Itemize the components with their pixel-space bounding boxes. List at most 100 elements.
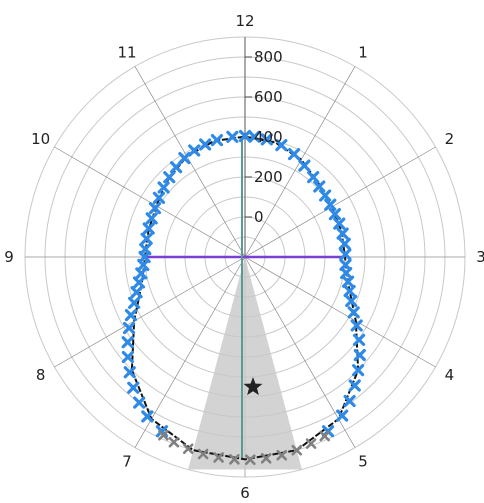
data-point bbox=[238, 129, 252, 143]
marker-stroke bbox=[347, 306, 360, 319]
sector-data-point bbox=[276, 449, 288, 461]
data-point bbox=[348, 379, 361, 392]
guide-lines-group bbox=[145, 137, 345, 458]
marker-stroke bbox=[142, 222, 155, 235]
data-point bbox=[188, 144, 201, 157]
data-point bbox=[260, 133, 273, 146]
marker-stroke bbox=[155, 425, 169, 438]
data-point bbox=[338, 237, 351, 250]
marker-stroke bbox=[291, 444, 303, 456]
grid-spoke bbox=[54, 146, 246, 258]
marker-stroke bbox=[226, 130, 239, 143]
sector-data-point bbox=[305, 438, 317, 449]
data-point bbox=[130, 286, 143, 299]
clock-label-10: 10 bbox=[31, 130, 50, 148]
clock-label-7: 7 bbox=[122, 452, 132, 470]
data-point bbox=[347, 306, 360, 319]
marker-stroke bbox=[343, 284, 356, 298]
data-point bbox=[128, 296, 141, 310]
sector-data-point bbox=[319, 430, 331, 442]
marker-stroke bbox=[338, 237, 351, 250]
marker-stroke bbox=[276, 449, 288, 461]
marker-stroke bbox=[353, 348, 366, 362]
star-group bbox=[243, 377, 263, 396]
data-point bbox=[350, 319, 363, 332]
clock-label-8: 8 bbox=[36, 366, 46, 384]
marker-stroke bbox=[307, 171, 320, 184]
clock-label-4: 4 bbox=[445, 366, 455, 384]
marker-stroke bbox=[260, 133, 273, 146]
marker-stroke bbox=[229, 454, 240, 465]
marker-stroke bbox=[319, 189, 332, 202]
data-point bbox=[121, 336, 134, 349]
sector-data-point bbox=[213, 452, 224, 463]
marker-stroke bbox=[350, 319, 363, 332]
clock-label-11: 11 bbox=[117, 44, 136, 62]
marker-stroke bbox=[336, 227, 349, 240]
data-point bbox=[178, 151, 191, 165]
data-point bbox=[287, 148, 301, 161]
clock-label-12: 12 bbox=[235, 12, 254, 30]
sector-data-point bbox=[245, 454, 256, 466]
data-point bbox=[142, 222, 155, 235]
clock-label-5: 5 bbox=[358, 452, 368, 470]
radial-tick-label: 400 bbox=[254, 128, 283, 146]
grid-spoke bbox=[244, 256, 436, 368]
marker-stroke bbox=[348, 379, 361, 392]
marker-stroke bbox=[130, 286, 143, 299]
marker-stroke bbox=[328, 208, 341, 221]
data-point bbox=[127, 381, 140, 394]
sector-data-point bbox=[229, 454, 240, 465]
sector-group bbox=[188, 257, 302, 470]
marker-stroke bbox=[137, 258, 150, 272]
data-point bbox=[343, 284, 356, 298]
points-group bbox=[121, 129, 366, 438]
marker-stroke bbox=[341, 275, 355, 288]
sector-data-point bbox=[182, 443, 194, 455]
marker-stroke bbox=[248, 130, 261, 143]
marker-stroke bbox=[260, 452, 272, 464]
data-point bbox=[122, 321, 136, 335]
data-point bbox=[132, 276, 146, 289]
fit-curve-group bbox=[130, 135, 360, 461]
grid-spoke bbox=[244, 256, 356, 448]
sector-data-point bbox=[158, 429, 169, 441]
data-point bbox=[140, 232, 153, 245]
marker-stroke bbox=[157, 181, 170, 194]
data-point bbox=[152, 191, 166, 204]
star-marker bbox=[243, 377, 263, 396]
marker-stroke bbox=[145, 212, 158, 225]
marker-stroke bbox=[135, 267, 148, 280]
data-point bbox=[336, 227, 349, 240]
marker-stroke bbox=[127, 381, 140, 394]
clock-label-3: 3 bbox=[476, 248, 484, 266]
data-point bbox=[352, 364, 365, 377]
marker-stroke bbox=[188, 144, 201, 157]
radial-tick-label: 800 bbox=[254, 48, 283, 66]
sector-data-point bbox=[291, 444, 303, 456]
data-point bbox=[148, 202, 162, 215]
marker-stroke bbox=[123, 366, 136, 379]
marker-stroke bbox=[339, 248, 352, 261]
data-point bbox=[336, 409, 349, 422]
data-point bbox=[275, 139, 288, 152]
grid-spoke bbox=[134, 256, 246, 448]
marker-stroke bbox=[178, 151, 191, 165]
marker-stroke bbox=[124, 309, 138, 322]
marker-stroke bbox=[168, 436, 180, 448]
marker-stroke bbox=[132, 276, 146, 289]
marker-stroke bbox=[121, 336, 134, 349]
data-point bbox=[343, 394, 356, 408]
marker-stroke bbox=[140, 232, 153, 245]
radial-tick-label: 0 bbox=[254, 208, 264, 226]
marker-stroke bbox=[133, 396, 146, 409]
data-point bbox=[141, 410, 154, 423]
marker-stroke bbox=[336, 409, 349, 422]
sector-data-point bbox=[197, 448, 209, 460]
marker-stroke bbox=[305, 438, 317, 449]
data-point bbox=[145, 212, 158, 225]
radial-tick-label: 200 bbox=[254, 168, 283, 186]
radial-tick-label: 600 bbox=[254, 88, 283, 106]
data-point bbox=[123, 366, 136, 379]
